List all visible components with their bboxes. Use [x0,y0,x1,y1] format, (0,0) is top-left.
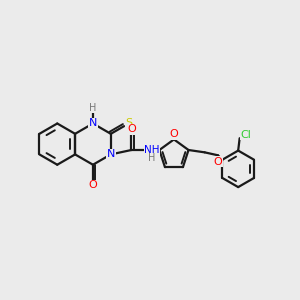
Text: N: N [106,149,115,159]
Text: N: N [89,118,97,128]
Text: NH: NH [144,145,160,155]
Text: O: O [127,124,136,134]
Text: O: O [214,157,222,167]
Text: Cl: Cl [241,130,252,140]
Text: H: H [148,153,156,163]
Text: O: O [88,180,97,190]
Text: H: H [89,103,97,112]
Text: S: S [125,118,132,128]
Text: O: O [169,129,178,139]
